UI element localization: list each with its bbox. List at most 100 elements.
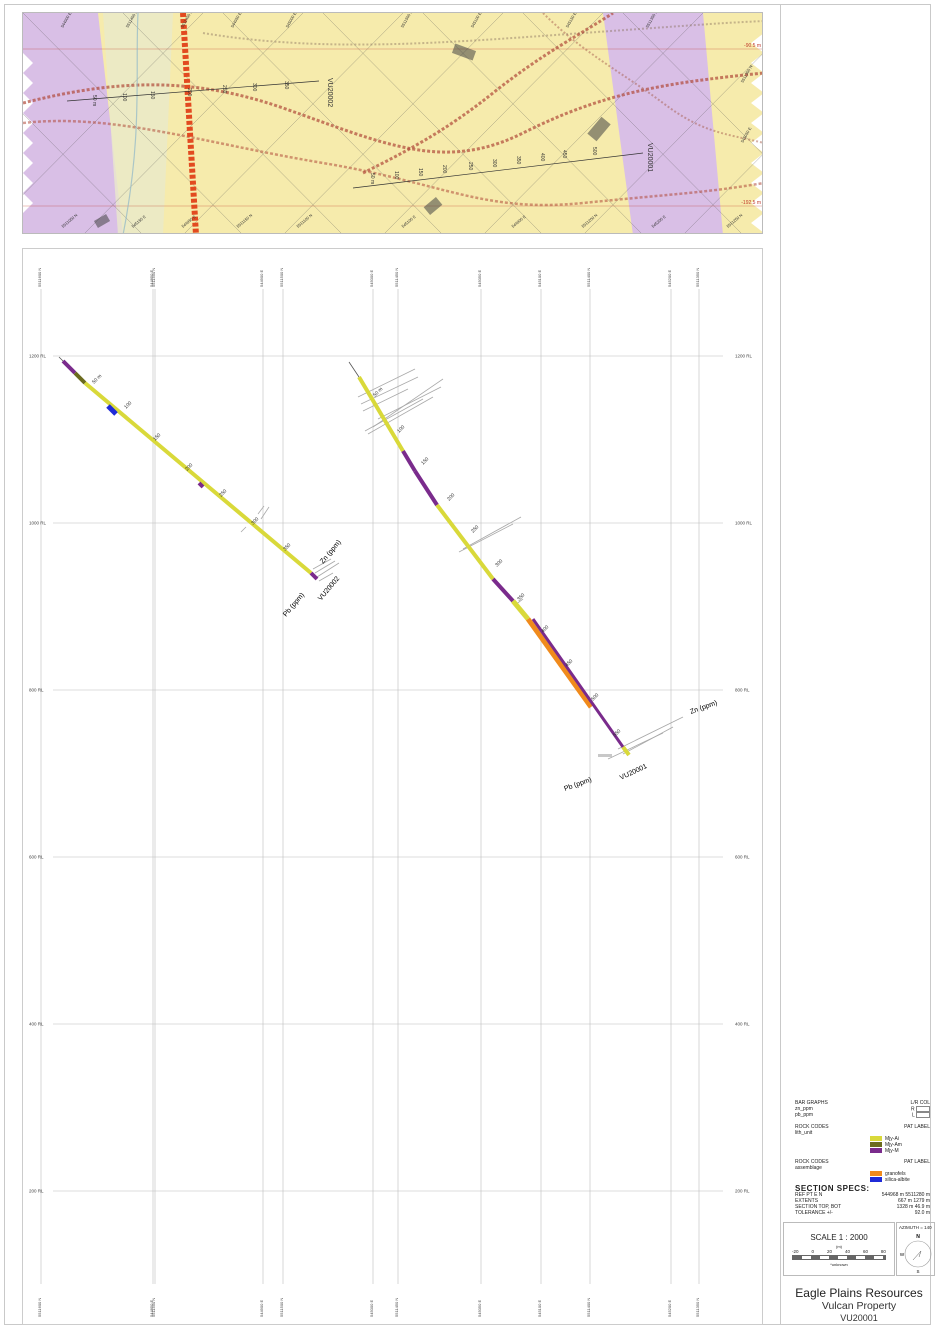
section-depth-label: 100 [123, 400, 133, 410]
spec-row: REF PT E N 544968 m 5511280 m [795, 1192, 930, 1198]
plan-depth-label: 400 [539, 153, 545, 162]
spec-value: 92.0 m [914, 1209, 930, 1216]
plan-depth-label: 200 [441, 165, 447, 174]
plan-depth-label: 500 [591, 147, 597, 156]
scale-tick: 80 [880, 1249, 886, 1254]
rock-codes-field: assemblage [795, 1164, 822, 1171]
vu20001-segment-granofels [525, 617, 594, 709]
rock-code-row: granofels [795, 1170, 930, 1177]
azimuth-label: AZIMUTH = 140 [899, 1225, 932, 1230]
legend-item-side: L [912, 1112, 930, 1119]
section-depth-label: 100 [396, 424, 406, 434]
rock-codes-columns: PAT LABEL [904, 1158, 930, 1165]
spec-key: REF PT E N [795, 1191, 823, 1198]
rock-codes-1-header: ROCK CODES PAT LABEL [795, 1124, 930, 1130]
section-depth-label: 550 [612, 728, 622, 738]
spec-key: TOLERANCE +/- [795, 1209, 833, 1216]
plan-depth-label: 100 [121, 93, 127, 102]
vu20002-segment-mjy-am [73, 371, 87, 385]
plan-fault-trace-4 [362, 13, 614, 175]
vu20001-pb-bar-graph [598, 754, 612, 757]
section-rl-label-left: 800 RL [29, 688, 44, 693]
bar-graphs-columns: L/R COL [910, 1100, 930, 1106]
rock-code-label: Mjy-Ai [885, 1135, 899, 1142]
vu20002-zn-bar-graph [240, 505, 340, 582]
vu20001-segment-mjy-ai-1 [357, 375, 405, 453]
vu20002-segment-mjy-m-2 [197, 481, 205, 489]
section-depth-label: 200 [446, 492, 456, 502]
section-rl-label-left: 200 RL [29, 1189, 44, 1194]
rock-code-swatch [870, 1147, 882, 1153]
bar-graphs-header: BAR GRAPHS L/R COL [795, 1100, 930, 1106]
spec-value: 1328 m 46.9 m [896, 1203, 930, 1210]
section-depth-label: 450 [564, 658, 574, 668]
plan-fault-trace-2 [23, 119, 762, 207]
legend-bar-graph-row: zn_ppm R [795, 1106, 930, 1112]
legend-panel: BAR GRAPHS L/R COL zn_ppm R pb_ppm L ROC… [795, 1100, 930, 1216]
vu20002-segment-mjy-ai [83, 381, 313, 575]
section-top-label: 544900 E [259, 270, 264, 287]
section-bottom-label: 545100 E [537, 1300, 542, 1317]
scale-tick: 20 [826, 1249, 832, 1254]
plan-rl-label-bottom: -192.5 m [741, 200, 761, 206]
plan-red-dyke [180, 13, 199, 233]
section-depth-label: 250 [218, 488, 228, 498]
section-vertical-gridlines [40, 289, 700, 1284]
rock-code-row: Mjy-Ai [795, 1135, 930, 1142]
section-bottom-label: 5511550 N [151, 1298, 156, 1317]
compass-icon: N W S [900, 1234, 932, 1274]
section-rl-label-left: 1000 RL [29, 521, 47, 526]
scale-bar [792, 1255, 886, 1260]
section-background [23, 249, 762, 1324]
rock-code-row: Mjy-Am [795, 1141, 930, 1148]
vu20002-segment-mjy-m-1 [61, 359, 77, 375]
vu20002-collar-trace [58, 356, 64, 362]
rock-code-entry: silica-albite [870, 1176, 930, 1183]
scale-ticks: -20 0 20 40 60 80 [784, 1249, 894, 1254]
plan-depth-label: 50 m [91, 95, 97, 106]
section-depth-label: 150 [420, 456, 430, 466]
compass-north: N [916, 1234, 920, 1240]
section-bottom-label: 545000 E [369, 1300, 374, 1317]
legend-item-side: R [911, 1106, 930, 1112]
scale-title: SCALE 1 : 2000 [810, 1233, 868, 1242]
rock-code-label: Mjy-Am [885, 1141, 902, 1148]
section-rl-label-right: 1200 RL [735, 354, 753, 359]
hole-id: VU20001 [840, 1313, 878, 1323]
plan-depth-label: 250 [221, 85, 227, 94]
plan-rl-label-top: -90.5 m [744, 43, 761, 49]
section-top-label: 5511450 N [394, 268, 399, 287]
scale-panel: SCALE 1 : 2000 (m) -20 0 20 40 60 80 *unknown [783, 1222, 895, 1276]
vu20001-segment-mjy-m-3 [491, 577, 515, 603]
plan-depth-label-group: 50 m 100 150 200 250 300 350 50 m 100 150 200 250 30… [91, 81, 597, 184]
rock-codes-field: lith_unit [795, 1129, 813, 1136]
scale-tick: 40 [844, 1249, 850, 1254]
plan-depth-label: 50 m [369, 173, 375, 184]
legend-item-label: pb_ppm [795, 1112, 814, 1119]
section-rl-label-left: 1200 RL [29, 354, 47, 359]
plan-fault-trace-3 [202, 20, 762, 46]
section-rl-label-right: 600 RL [735, 855, 750, 860]
vu20001-collar-trace [348, 361, 360, 378]
plan-dark-feature-4 [93, 214, 111, 228]
section-top-label: 545000 E [369, 270, 374, 287]
plan-fault-trace-1 [23, 71, 762, 154]
rock-code-entry: Mjy-Am [870, 1141, 930, 1148]
vu20001-segment-mjy-m-4 [531, 618, 625, 748]
section-rl-label-right: 800 RL [735, 688, 750, 693]
section-depth-label: 300 [250, 516, 260, 526]
plan-depth-label: 300 [251, 83, 257, 92]
section-bottom-label: 544900 E [259, 1300, 264, 1317]
scale-tick: 0 [811, 1249, 814, 1254]
spec-row: TOLERANCE +/- 92.0 m [795, 1210, 930, 1216]
bar-graphs-title: BAR GRAPHS [795, 1100, 828, 1106]
vu20001-segment-mjy-m-2 [413, 469, 439, 507]
section-depth-label: 200 [184, 462, 194, 472]
plan-depth-label: 250 [467, 162, 473, 171]
scale-units: (m) [836, 1244, 842, 1249]
spec-key: EXTENTS [795, 1197, 819, 1204]
section-depth-label: 350 [516, 592, 526, 602]
